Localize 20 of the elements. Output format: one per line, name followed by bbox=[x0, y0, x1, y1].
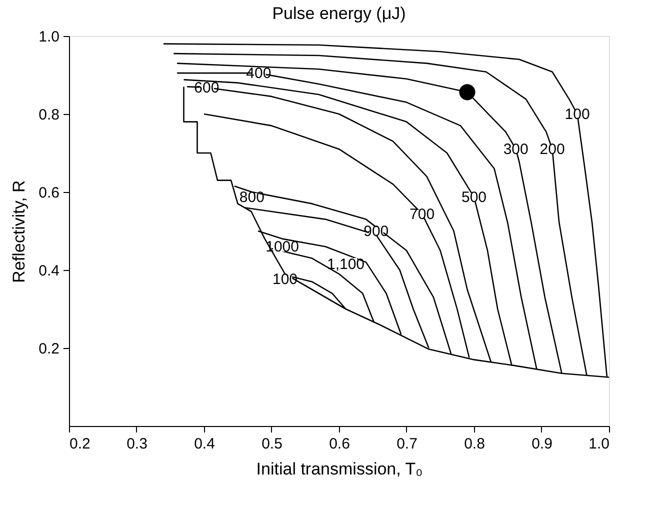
y-tick-label: 0.2 bbox=[38, 340, 60, 358]
x-tick-label: 0.6 bbox=[329, 436, 350, 452]
y-tick-label: 0.4 bbox=[38, 262, 60, 280]
x-tick-label: 0.4 bbox=[194, 436, 215, 452]
x-tick-label: 0.2 bbox=[70, 436, 90, 452]
x-tick-label: 0.5 bbox=[262, 436, 282, 452]
x-tick-label: 0.9 bbox=[532, 436, 552, 452]
x-tick-label: 1.0 bbox=[588, 436, 610, 452]
x-tick-label: 0.7 bbox=[396, 436, 418, 452]
x-tick-label: 0.8 bbox=[464, 436, 485, 452]
y-tick-label: 0.8 bbox=[38, 106, 60, 124]
annotation: 1,100 bbox=[326, 256, 365, 274]
annotation: 100 bbox=[272, 270, 298, 288]
chart-title: Pulse energy (μJ) bbox=[272, 4, 406, 23]
annotation: 800 bbox=[239, 189, 264, 206]
x-axis-title: Initial transmission, T₀ bbox=[256, 460, 423, 478]
y-tick-label: 0.6 bbox=[38, 184, 60, 202]
y-axis-title: Reflectivity, R bbox=[10, 180, 29, 283]
y-tick-label: 1.0 bbox=[38, 28, 60, 46]
x-tick-label: 0.3 bbox=[126, 436, 148, 452]
